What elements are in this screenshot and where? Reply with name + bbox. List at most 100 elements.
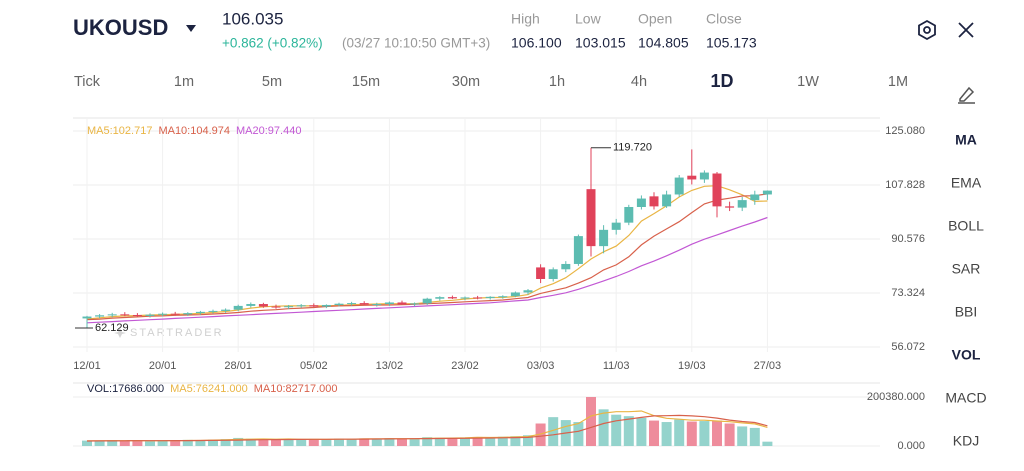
volume-bar bbox=[208, 439, 218, 446]
volume-bar bbox=[94, 441, 105, 446]
stat-label: Low bbox=[575, 11, 602, 27]
volume-bar bbox=[132, 440, 143, 446]
volume-bar bbox=[712, 420, 722, 446]
timeframe-tab[interactable]: 30m bbox=[452, 74, 480, 90]
indicator-option[interactable]: BBI bbox=[955, 304, 978, 320]
volume-bar bbox=[384, 438, 395, 446]
indicator-option[interactable]: KDJ bbox=[953, 433, 979, 449]
candle-body bbox=[750, 194, 760, 201]
volume-bar bbox=[535, 423, 546, 446]
volume-bar bbox=[649, 420, 659, 446]
timeframe-tab[interactable]: 5m bbox=[262, 74, 282, 90]
candle-body bbox=[107, 314, 117, 316]
candle-body bbox=[120, 314, 130, 316]
x-tick-label: 05/02 bbox=[300, 360, 328, 372]
candle-body bbox=[586, 189, 596, 247]
timeframe-tab[interactable]: 15m bbox=[352, 74, 380, 90]
draw-icon[interactable] bbox=[958, 86, 975, 104]
volume-bar bbox=[686, 421, 697, 446]
candle-body bbox=[460, 297, 470, 299]
candle-body bbox=[82, 316, 92, 319]
volume-bar bbox=[258, 439, 269, 446]
timeframe-tab[interactable]: 1h bbox=[549, 74, 565, 90]
x-tick-label: 27/03 bbox=[754, 360, 782, 372]
candle-body bbox=[372, 304, 382, 306]
indicator-option[interactable]: MACD bbox=[945, 390, 986, 406]
candle-body bbox=[334, 303, 344, 305]
stat-value: 105.173 bbox=[706, 35, 757, 51]
stat-value: 103.015 bbox=[575, 35, 626, 51]
volume-bar bbox=[195, 440, 206, 446]
candle-body bbox=[662, 194, 672, 207]
indicator-option[interactable]: SAR bbox=[952, 261, 981, 277]
indicator-option[interactable]: MA bbox=[955, 132, 977, 148]
y-tick-label: 0.000 bbox=[897, 440, 925, 452]
candle-body bbox=[473, 297, 483, 299]
stat-label: Open bbox=[638, 11, 672, 27]
y-tick-label: 125.080 bbox=[885, 125, 925, 137]
candle-body bbox=[384, 302, 394, 305]
ma-line bbox=[86, 216, 768, 324]
stat-label: Close bbox=[706, 11, 742, 27]
volume-bar bbox=[586, 397, 596, 446]
max-label: 119.720 bbox=[613, 142, 652, 154]
timeframe-tab[interactable]: 4h bbox=[631, 74, 647, 90]
candle-body bbox=[246, 304, 256, 306]
legend-entry: MA5:76241.000 bbox=[170, 383, 248, 395]
y-tick-label: 107.828 bbox=[885, 179, 925, 191]
volume-bar bbox=[308, 438, 319, 446]
volume-bar bbox=[636, 417, 647, 446]
x-tick-label: 11/03 bbox=[603, 360, 630, 372]
candle-body bbox=[145, 314, 155, 316]
volume-bar bbox=[371, 438, 382, 446]
volume-bar bbox=[724, 423, 735, 446]
close-icon[interactable] bbox=[958, 22, 974, 38]
indicator-option[interactable]: BOLL bbox=[948, 218, 984, 234]
indicator-option[interactable]: VOL bbox=[952, 347, 981, 363]
y-tick-label: 56.072 bbox=[891, 341, 925, 353]
candle-body bbox=[271, 306, 281, 308]
volume-bar bbox=[674, 419, 685, 446]
candle-body bbox=[687, 175, 697, 180]
volume-bar bbox=[220, 439, 231, 446]
candle-body bbox=[208, 310, 218, 312]
timeframe-tab[interactable]: Tick bbox=[74, 74, 101, 90]
symbol-dropdown[interactable] bbox=[186, 25, 196, 32]
x-tick-label: 19/03 bbox=[678, 360, 706, 372]
candle-body bbox=[359, 303, 369, 305]
candle-body bbox=[170, 313, 180, 315]
volume-bar bbox=[737, 426, 748, 446]
candle-body bbox=[599, 229, 609, 247]
volume-bar bbox=[271, 439, 281, 446]
stat-value: 104.805 bbox=[638, 35, 689, 51]
timeframe-tab[interactable]: 1m bbox=[174, 74, 194, 90]
volume-bar bbox=[611, 414, 622, 446]
settings-icon[interactable] bbox=[918, 19, 936, 41]
volume-bar bbox=[233, 437, 244, 446]
y-tick-label: 90.576 bbox=[891, 233, 925, 245]
watermark-text: STARTRADER bbox=[130, 327, 224, 339]
symbol[interactable]: UKOUSD bbox=[73, 15, 168, 40]
candle-body bbox=[485, 296, 495, 299]
candle-body bbox=[347, 303, 357, 305]
candle-body bbox=[309, 305, 319, 307]
indicator-option[interactable]: EMA bbox=[951, 175, 982, 191]
volume-bar bbox=[434, 437, 445, 446]
volume-bar bbox=[548, 417, 559, 446]
candle-body bbox=[233, 305, 243, 310]
candle-body bbox=[737, 200, 747, 208]
candle-body bbox=[422, 298, 432, 304]
volume-bar bbox=[699, 421, 710, 446]
volume-bar bbox=[245, 438, 256, 446]
candle-body bbox=[410, 303, 420, 305]
candle-body bbox=[762, 190, 772, 195]
timeframe-tab[interactable]: 1M bbox=[888, 74, 908, 90]
timeframe-tab[interactable]: 1W bbox=[797, 74, 819, 90]
volume-bar bbox=[573, 422, 584, 446]
candle-body bbox=[712, 173, 722, 207]
timeframe-tab[interactable]: 1D bbox=[710, 71, 733, 91]
candle-body bbox=[132, 314, 142, 316]
candle-body bbox=[498, 296, 508, 298]
candle-body bbox=[636, 198, 646, 207]
